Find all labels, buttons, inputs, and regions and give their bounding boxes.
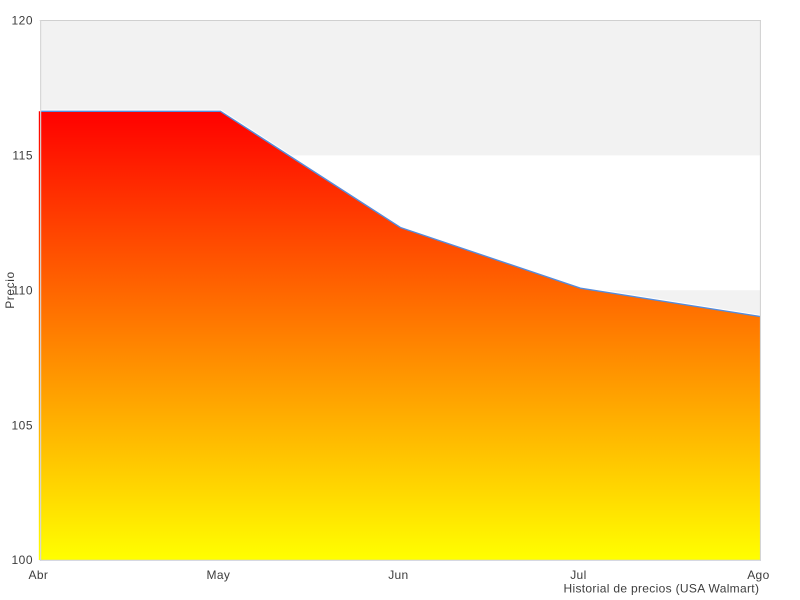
svg-text:Abr: Abr bbox=[29, 568, 49, 582]
svg-text:Ago: Ago bbox=[747, 568, 769, 582]
svg-text:120: 120 bbox=[11, 14, 33, 28]
svg-text:Historial de precios (USA Walm: Historial de precios (USA Walmart) bbox=[563, 582, 759, 596]
svg-text:May: May bbox=[207, 568, 231, 582]
svg-text:Precio: Precio bbox=[3, 271, 17, 309]
svg-text:Jun: Jun bbox=[388, 568, 408, 582]
svg-text:100: 100 bbox=[11, 553, 33, 567]
svg-text:110: 110 bbox=[12, 284, 33, 298]
svg-text:115: 115 bbox=[12, 149, 33, 163]
svg-text:105: 105 bbox=[11, 418, 33, 432]
svg-text:Jul: Jul bbox=[570, 568, 586, 582]
